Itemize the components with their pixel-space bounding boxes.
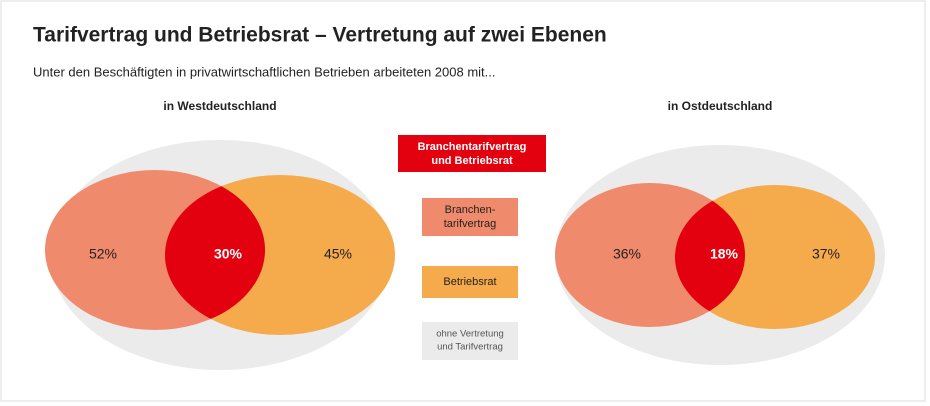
legend-box (422, 266, 518, 298)
legend-box (422, 198, 518, 236)
legend-text: Branchentarifvertrag (418, 141, 527, 153)
legend-text: und Betriebsrat (431, 155, 513, 167)
legend-text: und Tarifvertrag (437, 342, 503, 353)
share-label: 18% (710, 246, 739, 262)
legend-box (422, 322, 518, 360)
subtitle: Unter den Beschäftigten in privatwirtsch… (33, 64, 495, 79)
legend-text: Betriebsrat (443, 276, 496, 288)
share-label: 30% (214, 246, 243, 262)
share-label: 37% (812, 246, 840, 262)
legend-text: tarifvertrag (444, 218, 497, 230)
share-label: 52% (89, 246, 117, 262)
share-label: 36% (613, 246, 641, 262)
overlap (165, 175, 265, 330)
panel-heading: in Westdeutschland (163, 99, 276, 113)
title: Tarifvertrag und Betriebsrat – Vertretun… (33, 24, 607, 47)
legend-box (398, 135, 546, 172)
legend-text: ohne Vertretung (436, 329, 504, 340)
share-label: 45% (324, 246, 352, 262)
overlap (675, 185, 745, 327)
panel-heading: in Ostdeutschland (668, 99, 773, 113)
legend-text: Branchen- (445, 204, 496, 216)
